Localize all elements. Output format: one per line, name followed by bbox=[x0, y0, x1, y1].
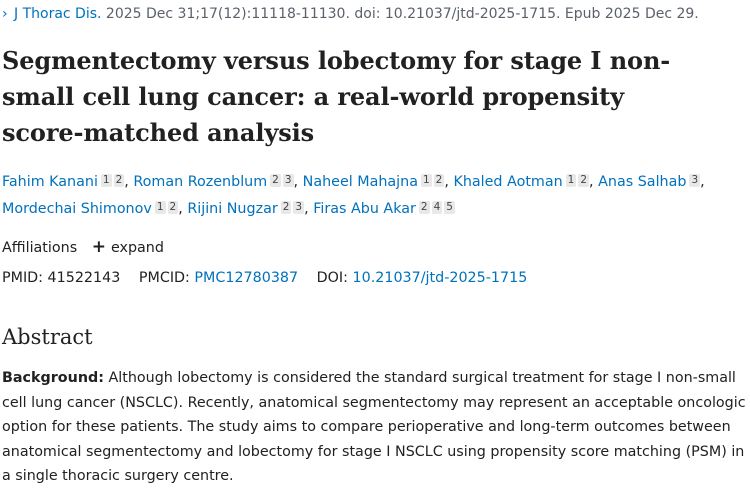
article-page: › J Thorac Dis. 2025 Dec 31;17(12):11118-… bbox=[0, 2, 750, 489]
plus-icon: + bbox=[91, 237, 106, 257]
affiliation-number[interactable]: 2 bbox=[418, 201, 430, 214]
affiliation-number[interactable]: 3 bbox=[282, 174, 294, 187]
affiliation-number[interactable]: 1 bbox=[420, 174, 432, 187]
author-item: Khaled Aotman 1 2 bbox=[453, 174, 590, 190]
pmid-group: PMID: 41522143 bbox=[2, 270, 125, 286]
affiliation-number[interactable]: 1 bbox=[154, 201, 166, 214]
affiliation-number[interactable]: 5 bbox=[444, 201, 455, 214]
author-link[interactable]: Mordechai Shimonov bbox=[2, 201, 152, 217]
affiliation-number[interactable]: 2 bbox=[270, 174, 281, 187]
chevron-right-icon: › bbox=[2, 6, 8, 22]
journal-name: J Thorac Dis. bbox=[14, 6, 102, 22]
citation-line: › J Thorac Dis. 2025 Dec 31;17(12):11118-… bbox=[0, 2, 750, 30]
pmcid-group: PMCID: PMC12780387 bbox=[139, 270, 303, 286]
author-item: Naheel Mahajna 1 2 bbox=[303, 174, 445, 190]
author-separator: , bbox=[589, 174, 599, 190]
author-item: Mordechai Shimonov 1 2 bbox=[2, 201, 179, 217]
author-link[interactable]: Naheel Mahajna bbox=[302, 174, 418, 190]
author-item: Roman Rozenblum 2 3 bbox=[133, 174, 294, 190]
journal-link[interactable]: › J Thorac Dis. bbox=[2, 6, 106, 22]
author-link[interactable]: Firas Abu Akar bbox=[313, 201, 416, 217]
doi-group: DOI: 10.21037/jtd-2025-1715 bbox=[317, 270, 528, 286]
author-separator: , bbox=[304, 201, 314, 217]
author-separator: , bbox=[293, 174, 303, 190]
affiliation-number[interactable]: 2 bbox=[167, 201, 179, 214]
author-separator: , bbox=[124, 174, 134, 190]
author-separator: , bbox=[444, 174, 454, 190]
affiliation-number[interactable]: 1 bbox=[100, 174, 112, 187]
author-link[interactable]: Rijini Nugzar bbox=[187, 201, 278, 217]
abstract-heading: Abstract bbox=[2, 325, 93, 349]
article-title: Segmentectomy versus lobectomy for stage… bbox=[2, 46, 671, 147]
author-item: Fahim Kanani 1 2 bbox=[2, 174, 125, 190]
pmcid-link[interactable]: PMC12780387 bbox=[194, 270, 299, 286]
doi-label: DOI: bbox=[316, 270, 348, 286]
pmid-label: PMID: bbox=[2, 270, 43, 286]
affiliation-number[interactable]: 3 bbox=[689, 174, 701, 187]
abstract-section-label: Background: bbox=[2, 370, 104, 386]
pmid-value: 41522143 bbox=[47, 270, 121, 286]
affiliation-number[interactable]: 4 bbox=[431, 201, 443, 214]
identifiers-row: PMID: 41522143 PMCID: PMC12780387 DOI: 1… bbox=[0, 266, 750, 290]
abstract-paragraph: Background: Although lobectomy is consid… bbox=[0, 366, 750, 489]
author-link[interactable]: Fahim Kanani bbox=[2, 174, 98, 190]
doi-link[interactable]: 10.21037/jtd-2025-1715 bbox=[352, 270, 528, 286]
author-item: Anas Salhab 3 bbox=[598, 174, 701, 190]
affiliation-number[interactable]: 1 bbox=[565, 174, 577, 187]
affiliation-number[interactable]: 2 bbox=[280, 201, 292, 214]
affiliations-label: Affiliations bbox=[2, 240, 78, 256]
expand-affiliations-button[interactable]: + expand bbox=[92, 235, 164, 260]
affiliations-row: Affiliations + expand bbox=[0, 235, 750, 260]
author-link[interactable]: Roman Rozenblum bbox=[133, 174, 268, 190]
abstract-body: Although lobectomy is considered the sta… bbox=[2, 370, 746, 484]
author-link[interactable]: Anas Salhab bbox=[598, 174, 687, 190]
affiliation-number[interactable]: 2 bbox=[113, 174, 125, 187]
author-item: Firas Abu Akar 2 4 5 bbox=[313, 201, 455, 217]
affiliation-number[interactable]: 3 bbox=[293, 201, 305, 214]
expand-label: expand bbox=[110, 240, 164, 256]
pmcid-label: PMCID: bbox=[138, 270, 190, 286]
citation-details: 2025 Dec 31;17(12):11118-11130. doi: 10.… bbox=[105, 6, 699, 22]
author-item: Rijini Nugzar 2 3 bbox=[187, 201, 305, 217]
author-link[interactable]: Khaled Aotman bbox=[453, 174, 563, 190]
author-separator: , bbox=[178, 201, 188, 217]
affiliation-number[interactable]: 2 bbox=[433, 174, 445, 187]
author-separator: , bbox=[700, 174, 705, 190]
affiliation-number[interactable]: 2 bbox=[578, 174, 590, 187]
author-list: Fahim Kanani 1 2, Roman Rozenblum 2 3, Nahee… bbox=[0, 169, 750, 223]
